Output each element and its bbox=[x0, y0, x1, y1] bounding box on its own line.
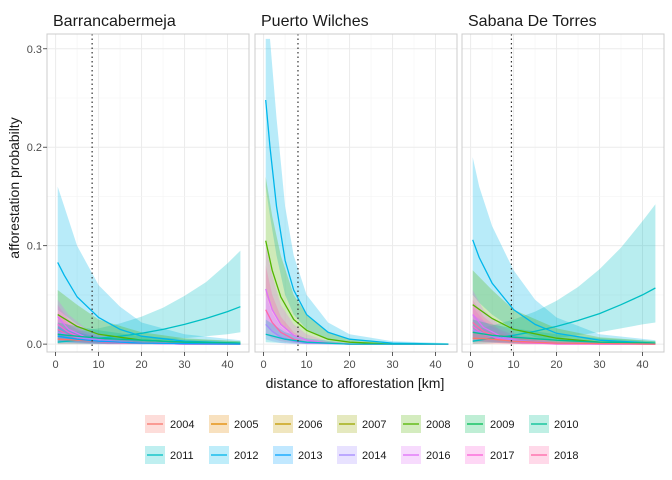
ribbon-2011 bbox=[57, 250, 241, 345]
series-line-2011 bbox=[265, 333, 449, 345]
ribbon-2008 bbox=[57, 290, 241, 345]
panel-grid bbox=[47, 34, 250, 352]
legend-item-2014: 2014 bbox=[337, 446, 386, 464]
panel-border bbox=[46, 33, 250, 353]
panel-data bbox=[57, 186, 241, 345]
legend-item-2017: 2017 bbox=[465, 446, 514, 464]
legend-label: 2010 bbox=[554, 419, 578, 431]
legend-item-2016: 2016 bbox=[401, 446, 450, 464]
legend-label: 2007 bbox=[362, 419, 386, 431]
ribbon-2013 bbox=[57, 326, 241, 345]
x-axis-title: distance to afforestation [km] bbox=[266, 375, 445, 391]
ribbon-2014 bbox=[472, 314, 656, 345]
ribbon-2012 bbox=[472, 157, 656, 345]
x-tick-label: 40 bbox=[221, 359, 233, 371]
ribbon-2018 bbox=[265, 265, 449, 345]
legend-label: 2011 bbox=[170, 450, 194, 462]
x-tick-label: 0 bbox=[468, 359, 474, 371]
legend-label: 2016 bbox=[426, 450, 450, 462]
x-tick-label: 10 bbox=[300, 359, 312, 371]
x-tick-label: 20 bbox=[135, 359, 147, 371]
legend-item-2018: 2018 bbox=[529, 446, 578, 464]
panel-title: Puerto Wilches bbox=[261, 13, 369, 30]
x-tick-label: 0 bbox=[53, 359, 59, 371]
panel-puerto-wilches: 0 10 20 30 40 Puerto Wilches bbox=[254, 13, 458, 371]
legend-item-2012: 2012 bbox=[209, 446, 258, 464]
x-tick-label: 30 bbox=[593, 359, 605, 371]
x-tick-label: 20 bbox=[550, 359, 562, 371]
legend-item-2010: 2010 bbox=[529, 415, 578, 433]
series-line-2004 bbox=[472, 337, 656, 345]
legend-item-2008: 2008 bbox=[401, 415, 450, 433]
x-tick-label: 10 bbox=[507, 359, 519, 371]
legend-item-2005: 2005 bbox=[209, 415, 258, 433]
legend-item-2006: 2006 bbox=[273, 415, 322, 433]
legend-item-2013: 2013 bbox=[273, 446, 322, 464]
panel-data bbox=[265, 38, 449, 345]
legend-item-2004: 2004 bbox=[145, 415, 194, 433]
series-line-2012 bbox=[265, 99, 449, 345]
y-tick-label: 0.1 bbox=[27, 241, 42, 253]
x-tick-label: 40 bbox=[636, 359, 648, 371]
legend-label: 2013 bbox=[298, 450, 322, 462]
y-axis-title: afforestation probabilty bbox=[6, 117, 22, 258]
panel-border bbox=[461, 33, 665, 353]
x-tick-label: 40 bbox=[429, 359, 441, 371]
ribbon-2012 bbox=[57, 186, 241, 345]
legend-label: 2004 bbox=[170, 419, 194, 431]
x-tick-label: 20 bbox=[343, 359, 355, 371]
x-tick-label: 0 bbox=[261, 359, 267, 371]
y-tick-label: 0.2 bbox=[27, 142, 42, 154]
legend-item-2011: 2011 bbox=[145, 446, 194, 464]
panel-data bbox=[472, 157, 656, 345]
ribbon-2008 bbox=[472, 270, 656, 345]
panel-sabana-de-torres: 0 10 20 30 40 Sabana De Torres bbox=[461, 13, 665, 371]
series-line-2012 bbox=[472, 239, 656, 344]
legend-label: 2009 bbox=[490, 419, 514, 431]
legend-label: 2012 bbox=[234, 450, 258, 462]
y-tick-label: 0.0 bbox=[27, 339, 42, 351]
legend-label: 2005 bbox=[234, 419, 258, 431]
series-line-2013 bbox=[57, 335, 241, 345]
panel-border bbox=[254, 33, 458, 353]
chart-panels: 0 10 20 30 40 Barrancabermeja 0 10 20 30 40 Puerto … bbox=[46, 13, 665, 371]
panel-barrancabermeja: 0 10 20 30 40 Barrancabermeja bbox=[46, 13, 250, 371]
panel-title: Sabana De Torres bbox=[468, 13, 597, 30]
series-line-2010 bbox=[472, 331, 656, 344]
legend-label: 2006 bbox=[298, 419, 322, 431]
ribbon-2011 bbox=[265, 319, 449, 345]
x-tick-label: 30 bbox=[386, 359, 398, 371]
x-tick-label: 10 bbox=[92, 359, 104, 371]
legend-item-2009: 2009 bbox=[465, 415, 514, 433]
legend-label: 2017 bbox=[490, 450, 514, 462]
series-line-2010 bbox=[57, 333, 241, 344]
legend-label: 2018 bbox=[554, 450, 578, 462]
legend-label: 2014 bbox=[362, 450, 386, 462]
ribbon-2017 bbox=[472, 306, 656, 345]
y-tick-label: 0.3 bbox=[27, 44, 42, 56]
panel-grid bbox=[255, 34, 458, 352]
series-line-2012 bbox=[57, 262, 241, 344]
x-tick-label: 30 bbox=[178, 359, 190, 371]
panel-title: Barrancabermeja bbox=[53, 13, 176, 30]
legend-item-2007: 2007 bbox=[337, 415, 386, 433]
legend-label: 2008 bbox=[426, 419, 450, 431]
y-axis: 0.0 0.1 0.2 0.3 bbox=[27, 44, 47, 351]
legend: 2004 2005 2006 2007 2008 2009 2010 2011 2012 2013… bbox=[145, 415, 578, 464]
